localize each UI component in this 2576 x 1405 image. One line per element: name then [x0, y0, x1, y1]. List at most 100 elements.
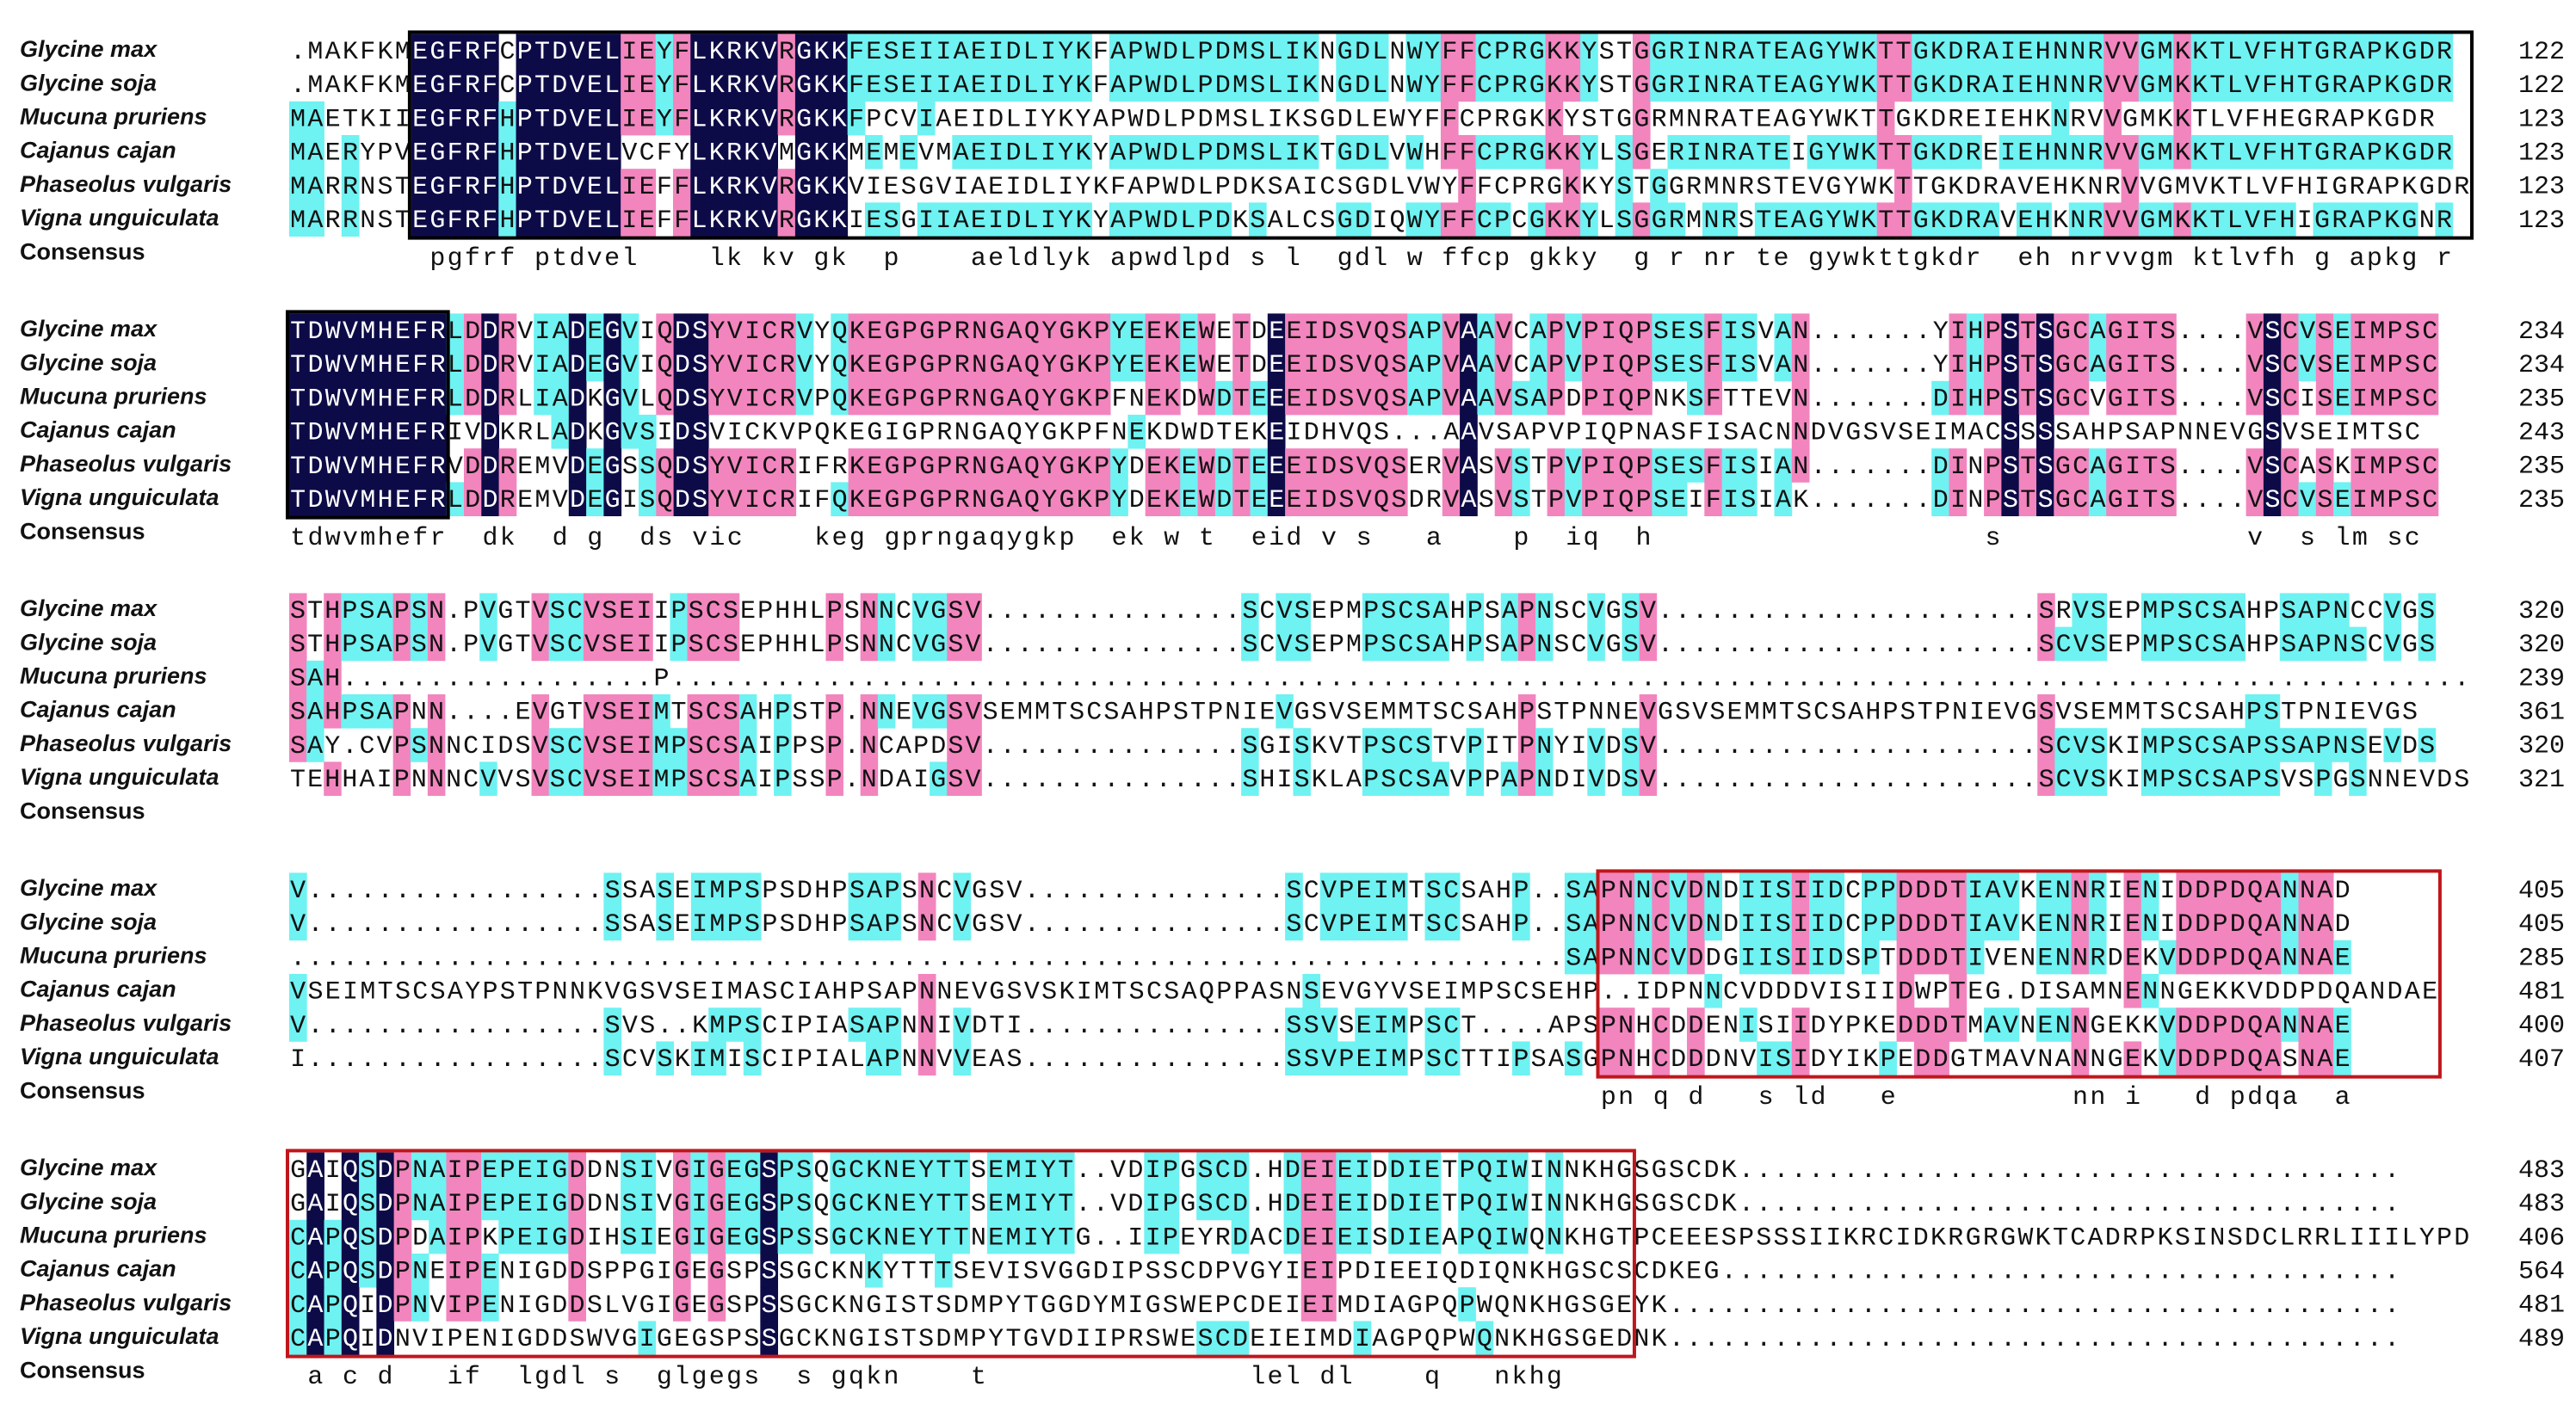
residue-shade [812, 34, 831, 68]
residue-shade [341, 626, 359, 662]
residue-shade [673, 313, 692, 348]
residue-count: 235 [2518, 385, 2565, 414]
residue-shade [1667, 67, 1686, 102]
residue-shade [1826, 872, 1845, 907]
residue-shade [1529, 313, 1547, 348]
residue-shade [1582, 906, 1600, 941]
residue-shade [2348, 67, 2366, 102]
residue-shade [2382, 67, 2401, 102]
residue-shade [1389, 347, 1408, 382]
residue-shade [1319, 482, 1338, 516]
residue-shade [1791, 313, 1810, 348]
residue-shade [1214, 1152, 1232, 1186]
residue-shade [1161, 34, 1180, 68]
residue-shade [1196, 34, 1214, 68]
residue-shade [2001, 1008, 2020, 1042]
residue-shade [306, 694, 324, 729]
residue-shade [1442, 1008, 1461, 1042]
residue-shade [2208, 202, 2227, 237]
residue-shade [900, 448, 919, 483]
residue-shade [429, 101, 447, 136]
residue-shade [2088, 482, 2107, 516]
residue-shade [1397, 761, 1415, 796]
residue-shade [1500, 593, 1519, 627]
residue-shade [1545, 1152, 1564, 1186]
residue-shade [1389, 906, 1408, 941]
residue-shade [1353, 34, 1372, 68]
residue-shade [1616, 347, 1635, 382]
residue-shade [1005, 482, 1023, 516]
residue-shade [481, 448, 499, 483]
residue-shade [1632, 135, 1651, 169]
residue-shade [1285, 1008, 1303, 1042]
residue-shade [969, 135, 988, 169]
residue-shade [603, 1008, 622, 1042]
residue-shade [2243, 67, 2262, 102]
residue-shade [1389, 1041, 1408, 1075]
residue-shade [865, 448, 884, 483]
residue-shade [392, 761, 411, 796]
residue-shade [1720, 135, 1738, 169]
residue-shade [1110, 313, 1128, 348]
residue-shade [1687, 940, 1705, 975]
residue-shade [1092, 482, 1111, 516]
residue-shade [1022, 1186, 1041, 1221]
residue-shade [1163, 313, 1181, 348]
residue-shade [2435, 202, 2454, 237]
residue-shade [725, 1152, 744, 1186]
residue-shade [2086, 135, 2104, 169]
residue-shade [1144, 34, 1162, 68]
residue-shade [1285, 380, 1303, 416]
residue-shade [359, 380, 377, 416]
residue-shade [2228, 906, 2246, 941]
residue-shade [392, 728, 411, 762]
residue-shade [1912, 34, 1930, 68]
residue-shade [411, 1186, 429, 1221]
residue-shade [1196, 1152, 1214, 1186]
residue-shade [2072, 728, 2090, 762]
residue-shade [586, 347, 604, 382]
residue-shade [1791, 1008, 1810, 1042]
species-name: Cajanus cajan [20, 977, 176, 1002]
residue-shade [481, 415, 499, 449]
residue-shade [393, 1254, 412, 1288]
sequence: TEHHAIPNNNCVVSVSCVSEIMPSCSAIPSSP.NDAIGSV… [290, 766, 2471, 795]
residue-shade [1285, 313, 1303, 348]
residue-shade [2106, 448, 2124, 483]
residue-shade [795, 380, 814, 416]
residue-shade [516, 202, 534, 237]
residue-shade [533, 101, 552, 136]
residue-shade [1687, 448, 1705, 483]
residue-shade [2159, 313, 2177, 348]
residue-shade [1931, 482, 1949, 516]
residue-shade [602, 169, 621, 203]
residue-shade [670, 728, 688, 762]
residue-shade [2103, 67, 2122, 102]
residue-shade [1894, 67, 1912, 102]
residue-shade [900, 482, 919, 516]
residue-shade [393, 415, 412, 449]
residue-shade [1285, 1041, 1303, 1075]
residue-count: 400 [2518, 1012, 2565, 1041]
residue-shade [1407, 380, 1425, 416]
residue-shade [568, 448, 587, 483]
residue-shade [795, 313, 814, 348]
residue-shade [2036, 482, 2054, 516]
residue-shade [1431, 593, 1449, 627]
residue-shade [411, 67, 429, 102]
residue-shade [1109, 135, 1127, 169]
residue-shade [306, 660, 324, 695]
residue-shade [2403, 448, 2421, 483]
sequence: MAERYPVEGFRFHPTDVELVCFYLKRKVMGKKMEMEVMAE… [290, 139, 2454, 169]
residue-shade [2260, 67, 2279, 102]
residue-shade [2159, 593, 2177, 627]
residue-shade [498, 101, 516, 136]
residue-shade [1214, 380, 1233, 416]
residue-shade [707, 169, 726, 203]
residue-shade [2071, 448, 2090, 483]
residue-shade [830, 67, 849, 102]
residue-shade [1414, 761, 1432, 796]
residue-shade [1964, 202, 1982, 237]
residue-shade [1529, 347, 1547, 382]
residue-shade [2018, 347, 2037, 382]
